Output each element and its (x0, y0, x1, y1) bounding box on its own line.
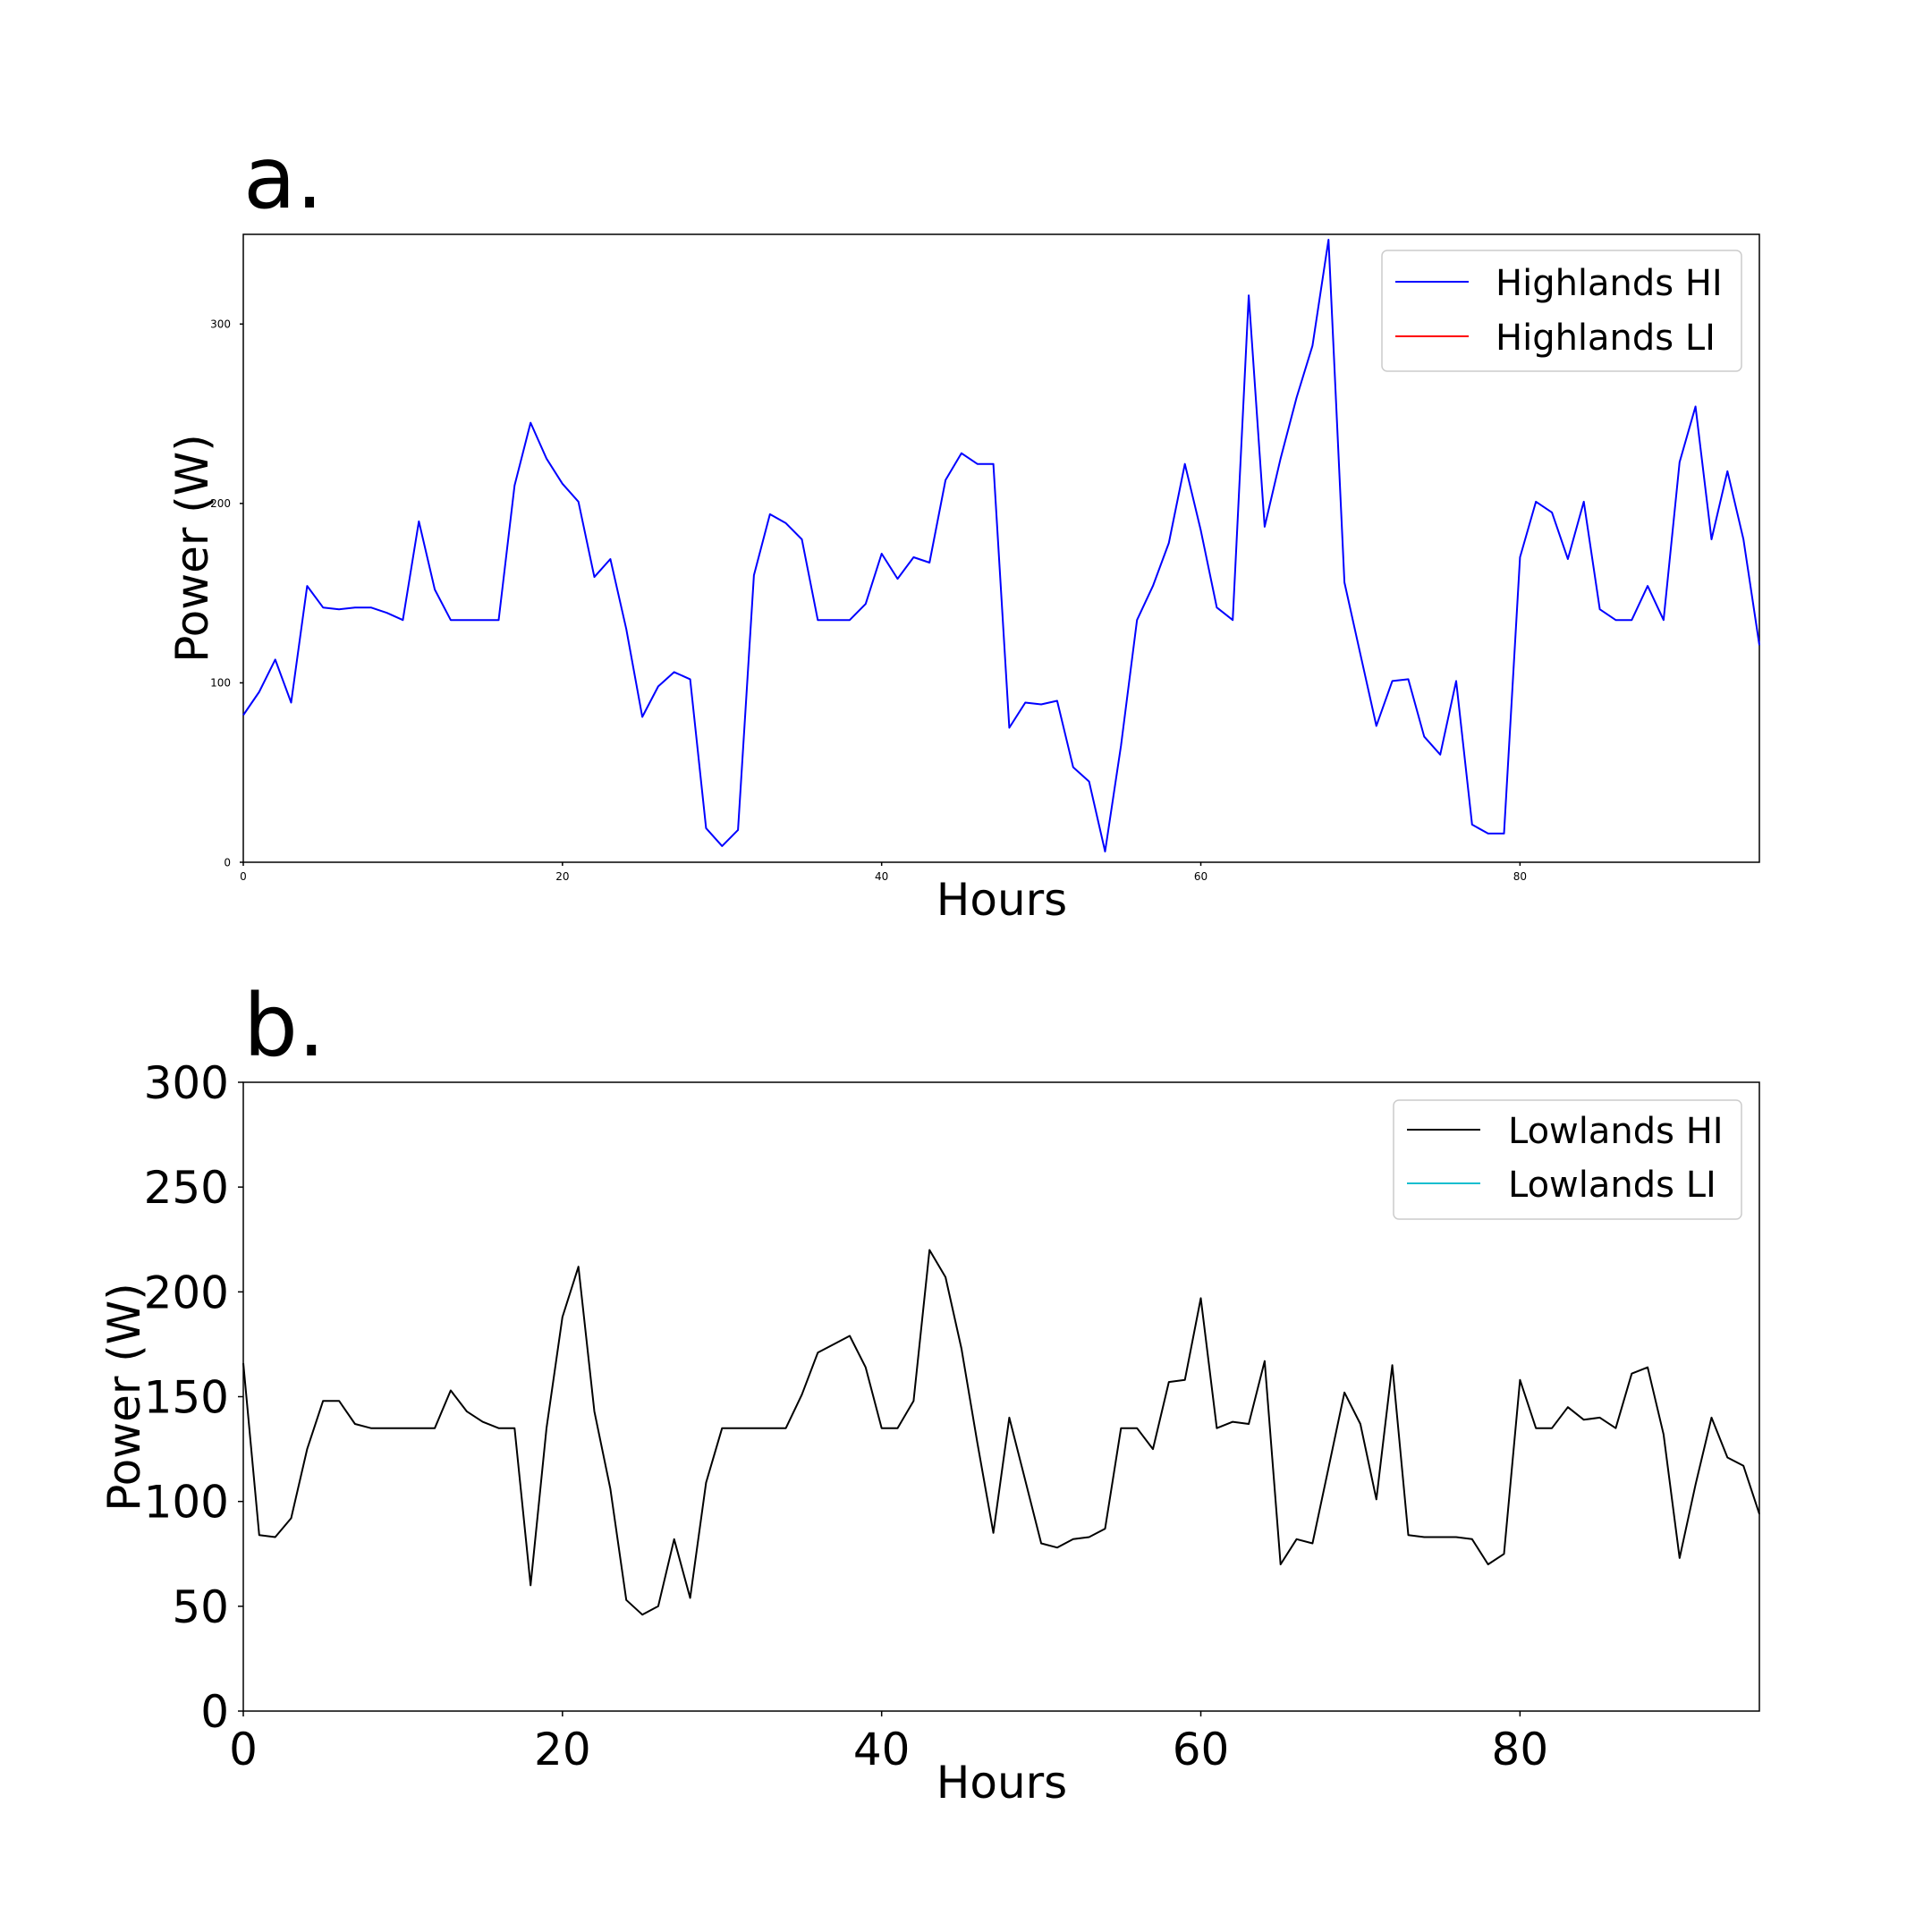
legend-box-a (1381, 250, 1742, 372)
y-tick-label: 100 (210, 677, 231, 690)
x-axis-label-b: Hours (936, 1757, 1067, 1809)
y-tick-label: 0 (200, 1686, 229, 1738)
y-tick-label: 250 (144, 1162, 229, 1214)
x-tick-label: 80 (1492, 1724, 1549, 1775)
legend-label-highlands-hi: Highlands HI (1496, 263, 1723, 304)
y-tick-label: 300 (210, 318, 231, 331)
panel-label-a: a. (243, 128, 323, 228)
y-tick-label: 50 (172, 1581, 229, 1633)
y-tick-label: 150 (144, 1372, 229, 1424)
x-axis-label-a: Hours (936, 874, 1067, 926)
legend-label-lowlands-hi: Lowlands HI (1508, 1111, 1724, 1152)
series-layer-b (242, 1249, 1760, 1616)
legend-box-b (1393, 1099, 1742, 1220)
y-axis-label-a: Power (W) (166, 434, 218, 663)
series-layer-a (242, 239, 1760, 852)
y-tick-label: 200 (210, 497, 231, 510)
series-line-highlands-hi (242, 239, 1760, 852)
y-tick-label: 100 (144, 1477, 229, 1529)
y-axis-label-b: Power (W) (98, 1283, 150, 1512)
y-tick-label: 300 (144, 1057, 229, 1109)
x-tick-label: 80 (1513, 870, 1527, 883)
x-tick-label: 40 (875, 870, 888, 883)
chart-panel-a: a. 0 20 40 60 80 0 100 200 300 Hours Power (W) H… (166, 128, 1760, 926)
legend-label-highlands-li: Highlands LI (1496, 318, 1716, 359)
panel-label-b: b. (243, 976, 325, 1076)
chart-panel-b: b. 0 20 40 60 80 0 50 100 150 200 250 300 Hours Pow… (98, 976, 1760, 1809)
series-line-lowlands-hi (242, 1249, 1760, 1616)
x-tick-label: 0 (240, 870, 247, 883)
x-tick-label: 20 (534, 1724, 591, 1775)
x-tick-label: 60 (1194, 870, 1208, 883)
tick-layer-b: 0 20 40 60 80 0 50 100 150 200 250 300 (144, 1057, 1549, 1775)
legend-b: Lowlands HI Lowlands LI (1393, 1099, 1742, 1220)
tick-layer-a: 0 20 40 60 80 0 100 200 300 (210, 318, 1527, 883)
y-tick-label: 0 (224, 856, 231, 869)
legend-a: Highlands HI Highlands LI (1381, 250, 1742, 372)
x-tick-label: 60 (1173, 1724, 1230, 1775)
x-tick-label: 20 (555, 870, 569, 883)
x-tick-label: 40 (853, 1724, 911, 1775)
y-tick-label: 200 (144, 1267, 229, 1318)
x-tick-label: 0 (229, 1724, 258, 1775)
legend-label-lowlands-li: Lowlands LI (1508, 1165, 1716, 1206)
